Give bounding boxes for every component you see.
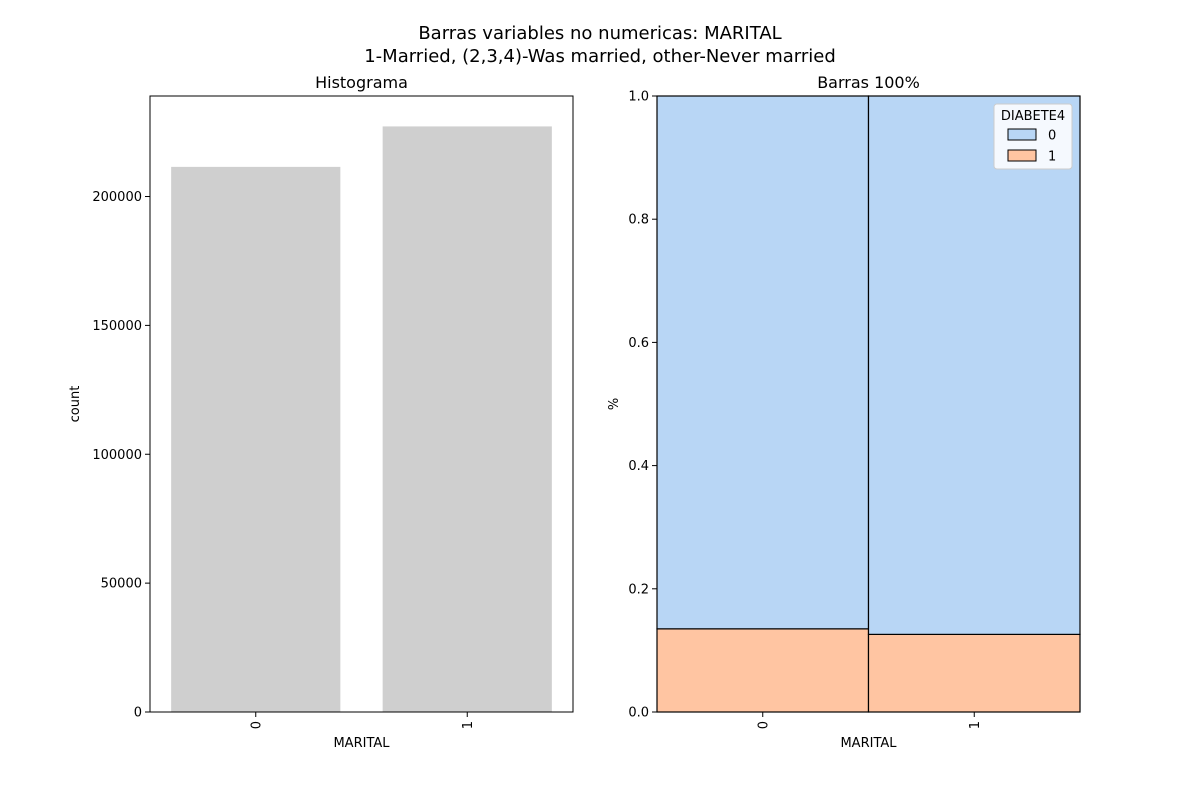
stacked-x-label: MARITAL — [840, 736, 897, 751]
histogram-y-label: count — [68, 386, 83, 423]
stacked-bar-1-series-0 — [867, 95, 1081, 635]
histogram-y-tick-label: 50000 — [101, 577, 142, 592]
histogram-y-ticks: 0 50000 100000 150000 200000 — [92, 190, 150, 721]
stacked-title: Barras 100% — [817, 73, 920, 92]
stacked-bar-0-series-0 — [656, 95, 870, 630]
legend: DIABETE4 01 — [993, 103, 1073, 170]
stacked-y-tick-label: 0.6 — [628, 336, 649, 351]
histogram-title: Histograma — [315, 73, 408, 92]
stacked-y-tick-label: 1.0 — [628, 90, 649, 105]
legend-swatch-1 — [1007, 149, 1037, 162]
legend-title: DIABETE4 — [1001, 109, 1065, 124]
figure-title-line1: Barras variables no numericas: MARITAL — [418, 23, 781, 44]
stacked-y-ticks: 0.0 0.2 0.4 0.6 0.8 1.0 — [628, 90, 657, 721]
stacked-y-label: % — [607, 398, 622, 410]
histogram-bars — [171, 126, 552, 712]
histogram-x-tick-label: 1 — [461, 721, 476, 729]
histogram-bar-0 — [171, 166, 341, 712]
stacked-bar-0-series-1 — [656, 628, 870, 713]
histogram-frame — [149, 95, 574, 713]
histogram-y-tick-label: 150000 — [92, 319, 142, 334]
stacked-x-tick-label: 0 — [756, 721, 771, 729]
legend-swatch-0 — [1007, 128, 1037, 141]
histogram-bar-1 — [382, 126, 552, 712]
stacked-y-tick-label: 0.2 — [628, 582, 649, 597]
stacked-y-tick-label: 0.0 — [628, 706, 649, 721]
stacked-frame — [656, 95, 1081, 713]
histogram-x-tick-label: 0 — [249, 721, 264, 729]
legend-label-1: 1 — [1048, 150, 1056, 165]
stacked-x-tick-label: 1 — [968, 721, 983, 729]
legend-items: 01 — [1007, 128, 1056, 165]
figure-title-line2: 1-Married, (2,3,4)-Was married, other-Ne… — [364, 46, 836, 67]
histogram-y-tick-label: 200000 — [92, 190, 142, 205]
stacked-bars — [656, 95, 1081, 713]
histogram-y-tick-label: 100000 — [92, 448, 142, 463]
legend-label-0: 0 — [1048, 129, 1056, 144]
histogram-x-label: MARITAL — [333, 736, 390, 751]
stacked-bar-1-series-1 — [867, 633, 1081, 713]
stacked-y-tick-label: 0.4 — [628, 459, 649, 474]
stacked-y-tick-label: 0.8 — [628, 213, 649, 228]
histogram-y-tick-label: 0 — [134, 706, 142, 721]
